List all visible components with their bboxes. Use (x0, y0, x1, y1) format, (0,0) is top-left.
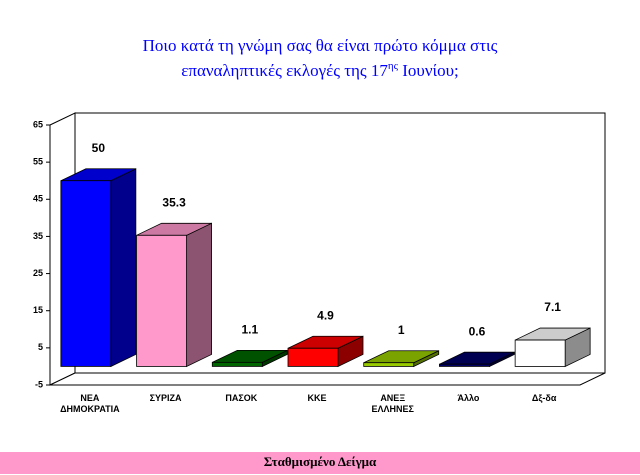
chart-title-line: Ποιο κατά τη γνώμη σας θα είναι πρώτο κό… (143, 36, 498, 55)
floor (49, 372, 606, 386)
x-tick-label-line: Άλλο (457, 393, 479, 403)
bar (287, 335, 364, 368)
bar-front (211, 361, 263, 367)
x-tick-label: ΑΝΕΞ ΕΛΛΗΝΕΣ (372, 393, 415, 414)
x-tick-label: Άλλο (457, 393, 479, 403)
bar-front (363, 362, 415, 367)
bar-front (287, 347, 339, 367)
y-tick-label: 65 (33, 119, 43, 129)
value-label: 50 (92, 141, 106, 155)
value-label: 0.6 (469, 324, 486, 338)
x-tick-label: ΚΚΕ (307, 393, 326, 403)
x-tick-label: ΝΕΑ ΔΗΜΟΚΡΑΤΙΑ (60, 393, 120, 414)
x-tick-label: ΣΥΡΙΖΑ (150, 393, 182, 403)
y-tick-label: 5 (38, 342, 43, 352)
bar (136, 222, 212, 368)
footer-text: Σταθμισμένο Δείγμα (264, 454, 377, 469)
chart-title-line: επαναληπτικές εκλογές της 17ης Ιουνίου; (181, 60, 459, 80)
y-tick-label: -5 (35, 379, 43, 389)
bar (60, 168, 137, 368)
value-label: 1.1 (241, 323, 258, 337)
bar (211, 349, 288, 368)
bar-front (439, 363, 490, 367)
title-superscript: ης (388, 60, 399, 72)
footer-band (0, 452, 640, 474)
x-tick-label-line: ΕΛΛΗΝΕΣ (372, 404, 415, 414)
bar-side (110, 168, 137, 368)
x-tick-label-line: ΚΚΕ (307, 393, 326, 403)
value-label: 1 (398, 323, 405, 337)
title-part: επαναληπτικές εκλογές της 17 (181, 61, 388, 80)
bar-front (60, 180, 112, 367)
value-label: 35.3 (162, 195, 186, 209)
x-tick-label-line: ΣΥΡΙΖΑ (150, 393, 182, 403)
bar (439, 351, 515, 368)
x-tick-label: Δξ-δα (532, 393, 557, 403)
bar (363, 350, 440, 368)
value-label: 7.1 (544, 300, 561, 314)
y-tick-label: 35 (33, 231, 43, 241)
x-tick-label: ΠΑΣΟΚ (225, 393, 257, 403)
bar (514, 327, 591, 368)
bar-side (186, 222, 212, 368)
x-tick-label-line: Δξ-δα (532, 393, 557, 403)
y-tick-label: 55 (33, 157, 43, 167)
y-tick-label: 45 (33, 194, 43, 204)
x-tick-label-line: ΝΕΑ (80, 393, 100, 403)
title-part: Ιουνίου; (398, 61, 459, 80)
bar-front (514, 339, 566, 367)
bar-front (136, 234, 187, 367)
y-tick-label: 25 (33, 268, 43, 278)
x-tick-label-line: ΔΗΜΟΚΡΑΤΙΑ (60, 404, 120, 414)
value-label: 4.9 (317, 308, 334, 322)
x-tick-label-line: ΑΝΕΞ (380, 393, 405, 403)
y-tick-label: 15 (33, 305, 43, 315)
x-tick-label-line: ΠΑΣΟΚ (225, 393, 257, 403)
